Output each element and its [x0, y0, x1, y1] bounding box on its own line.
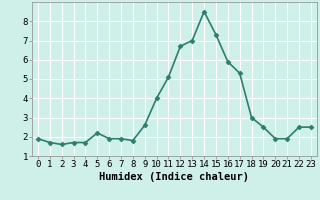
X-axis label: Humidex (Indice chaleur): Humidex (Indice chaleur): [100, 172, 249, 182]
